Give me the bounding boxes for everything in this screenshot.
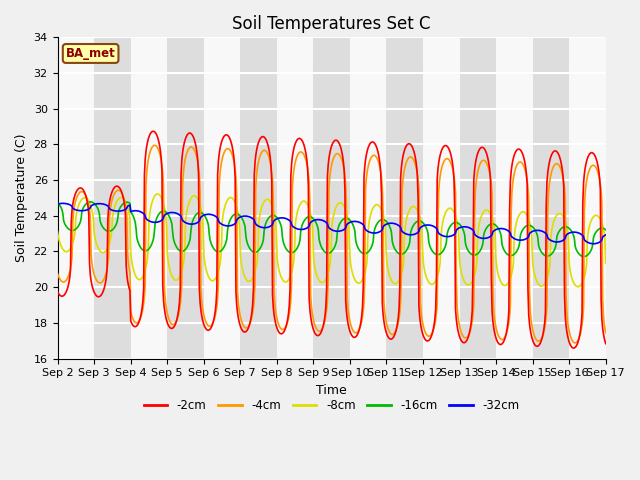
Bar <box>276 37 314 359</box>
Bar <box>131 37 167 359</box>
Legend: -2cm, -4cm, -8cm, -16cm, -32cm: -2cm, -4cm, -8cm, -16cm, -32cm <box>139 395 524 417</box>
Bar <box>460 37 496 359</box>
Bar <box>58 37 94 359</box>
Bar <box>423 37 460 359</box>
Bar <box>569 37 605 359</box>
Text: BA_met: BA_met <box>66 47 115 60</box>
Bar <box>314 37 350 359</box>
Bar <box>387 37 423 359</box>
Title: Soil Temperatures Set C: Soil Temperatures Set C <box>232 15 431 33</box>
Bar <box>532 37 569 359</box>
Bar <box>350 37 387 359</box>
Bar <box>167 37 204 359</box>
Bar <box>496 37 532 359</box>
Y-axis label: Soil Temperature (C): Soil Temperature (C) <box>15 134 28 262</box>
Bar <box>240 37 276 359</box>
X-axis label: Time: Time <box>316 384 347 397</box>
Bar <box>94 37 131 359</box>
Bar <box>204 37 240 359</box>
